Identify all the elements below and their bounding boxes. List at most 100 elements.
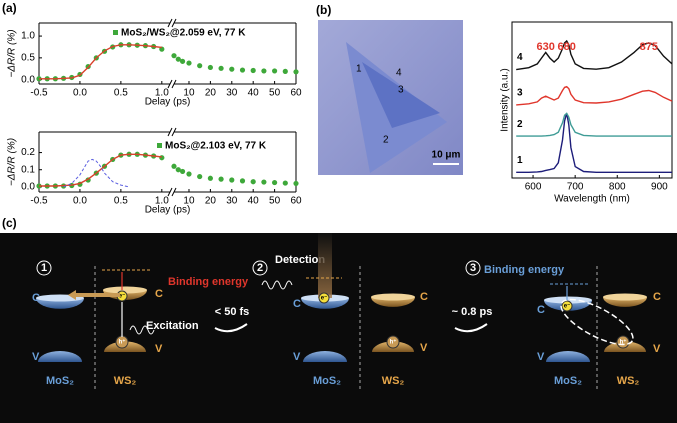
x-tick-label: 40 — [248, 88, 260, 99]
x-tick-label: -0.5 — [30, 88, 48, 99]
step-number: 2 — [257, 262, 263, 274]
annotation: Binding energy — [484, 264, 565, 276]
annotation: Binding energy — [168, 276, 249, 288]
micrograph: 1 2 3 4 10 μm — [318, 20, 463, 175]
data-point — [175, 56, 181, 62]
data-point — [197, 173, 203, 180]
site-label: 2 — [383, 135, 389, 146]
band-label: V — [32, 351, 40, 363]
data-point — [186, 171, 192, 177]
particle — [386, 335, 400, 349]
particle-label: h⁺ — [390, 339, 397, 346]
y-axis-label: −ΔR/R (%) — [7, 138, 18, 186]
data-point — [207, 175, 213, 181]
schematic: 1 C V C V Binding energy Excitation MoS₂… — [32, 233, 661, 392]
axis-break — [167, 127, 173, 137]
band-label: C — [293, 298, 301, 310]
data-point — [159, 155, 165, 161]
data-point — [229, 177, 235, 183]
band-dome — [38, 351, 82, 362]
layer-label: MoS₂ — [46, 375, 74, 387]
data-line — [39, 44, 162, 80]
x-tick-label: 1.0 — [155, 88, 169, 99]
data-point — [261, 179, 267, 185]
x-axis-label: Delay (ps) — [145, 97, 191, 108]
step-ring — [252, 260, 268, 276]
data-point — [218, 176, 224, 182]
data-point — [229, 66, 235, 72]
x-axis-label: Delay (ps) — [145, 205, 191, 216]
step-ring — [465, 260, 481, 276]
y-tick-label: 0.2 — [21, 147, 35, 158]
x-tick-label: 0.0 — [73, 196, 87, 207]
axis-break — [171, 187, 177, 197]
data-line — [516, 113, 672, 173]
step-ring — [36, 260, 52, 276]
legend-label: MoS₂@2.103 eV, 77 K — [165, 141, 267, 152]
x-tick-label: 600 — [525, 182, 542, 193]
y-axis-label: Intensity (a.u.) — [500, 68, 511, 131]
band-rim — [103, 286, 147, 294]
particle-label: e⁻ — [321, 296, 328, 302]
band-label: C — [155, 288, 163, 300]
band-label: V — [653, 343, 661, 355]
data-point — [271, 179, 278, 186]
axis-break — [171, 18, 177, 28]
data-point — [250, 179, 256, 185]
transition-arrow — [454, 323, 488, 333]
peak-label: 630 — [537, 41, 555, 53]
data-line — [516, 39, 673, 71]
legend-swatch — [113, 30, 118, 35]
data-point — [186, 60, 192, 66]
x-tick-label: 10 — [183, 196, 195, 207]
y-tick-label: 0.5 — [21, 52, 35, 63]
data-point — [282, 180, 288, 186]
data-point — [239, 67, 246, 73]
y-axis-label: −ΔR/R (%) — [7, 29, 18, 77]
site-label: 1 — [356, 64, 362, 75]
data-point — [261, 68, 267, 74]
curve-label: 1 — [517, 155, 523, 166]
flake — [362, 62, 440, 128]
plot-frame — [511, 21, 673, 179]
x-tick-label: 1.0 — [155, 196, 169, 207]
transition-arrow — [214, 323, 248, 333]
band-rim — [544, 296, 592, 304]
x-tick-label: 10 — [183, 88, 195, 99]
band-label: V — [420, 342, 428, 354]
x-tick-label: 900 — [651, 182, 668, 193]
curve-label: 3 — [517, 88, 523, 99]
x-axis-label: Wavelength (nm) — [554, 194, 630, 205]
data-point — [239, 178, 246, 184]
data-point — [171, 163, 177, 169]
data-line — [516, 112, 672, 137]
axis-break — [171, 79, 177, 89]
panel-label: (a) — [2, 1, 17, 15]
band-label: C — [420, 291, 428, 303]
particle — [318, 292, 330, 304]
particle-label: h⁺ — [119, 339, 126, 346]
y-tick-label: 1.0 — [21, 31, 35, 42]
axis-break — [167, 187, 173, 197]
x-tick-label: 50 — [269, 196, 281, 207]
data-point — [282, 68, 288, 74]
site-label: 3 — [398, 85, 404, 96]
particle-label: e⁻ — [564, 304, 571, 310]
band-label: C — [653, 291, 661, 303]
band-label: C — [32, 292, 40, 304]
curve-label: 4 — [517, 52, 523, 63]
axis-break — [167, 79, 173, 89]
band-label: V — [293, 351, 301, 363]
schematic-bg — [0, 233, 677, 423]
data-point — [271, 68, 278, 74]
x-tick-label: 30 — [226, 88, 238, 99]
data-point — [171, 53, 177, 59]
data-point — [197, 63, 203, 69]
y-tick-label: 0.0 — [21, 74, 35, 85]
particle-label: h⁺ — [620, 339, 627, 346]
site-label: 4 — [396, 68, 402, 79]
exciton — [560, 298, 634, 346]
layer-label: WS₂ — [114, 375, 137, 387]
curve-label: 2 — [517, 119, 523, 130]
